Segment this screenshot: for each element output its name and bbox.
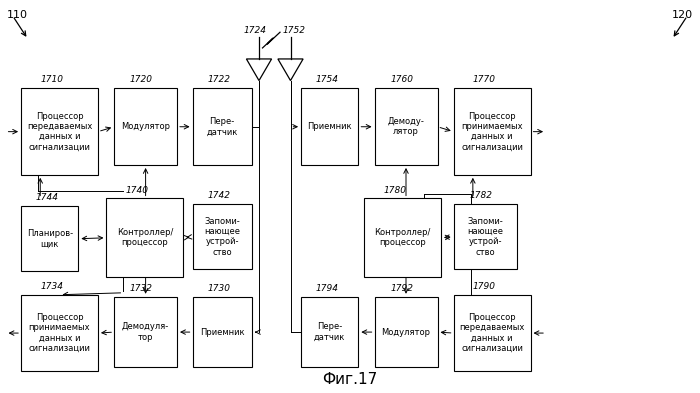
Text: Приемник: Приемник	[200, 328, 244, 336]
Text: 120: 120	[672, 10, 693, 20]
Text: Контроллер/
процессор: Контроллер/ процессор	[374, 228, 430, 248]
Text: Процессор
принимаемых
данных и
сигнализации: Процессор принимаемых данных и сигнализа…	[461, 112, 523, 152]
Bar	[114, 297, 177, 367]
Text: Процессор
передаваемых
данных и
сигнализации: Процессор передаваемых данных и сигнализ…	[459, 313, 525, 353]
Text: 1794: 1794	[315, 284, 338, 293]
Bar	[301, 297, 358, 367]
Text: 110: 110	[7, 10, 28, 20]
Text: 1720: 1720	[130, 75, 153, 84]
Bar	[193, 88, 252, 165]
Text: 1770: 1770	[473, 75, 496, 84]
Bar	[454, 295, 531, 371]
Bar	[21, 88, 98, 175]
Bar	[454, 204, 517, 269]
Text: 1722: 1722	[207, 75, 230, 84]
Bar	[301, 88, 358, 165]
Bar	[374, 88, 438, 165]
Bar	[364, 198, 441, 277]
Text: Пере-
датчик: Пере- датчик	[314, 322, 345, 342]
Bar	[374, 297, 438, 367]
Bar	[106, 198, 183, 277]
Text: 1744: 1744	[35, 193, 58, 202]
Text: 1780: 1780	[384, 185, 406, 195]
Bar	[21, 295, 98, 371]
Text: 1740: 1740	[126, 185, 148, 195]
Text: 1710: 1710	[41, 75, 63, 84]
Bar	[193, 297, 252, 367]
Text: Процессор
принимаемых
данных и
сигнализации: Процессор принимаемых данных и сигнализа…	[29, 313, 90, 353]
Text: Планиров-
щик: Планиров- щик	[27, 229, 73, 248]
Text: 1734: 1734	[41, 282, 63, 291]
Text: Демоду-
лятор: Демоду- лятор	[388, 117, 424, 136]
Text: 1790: 1790	[473, 282, 496, 291]
Bar	[454, 88, 531, 175]
Bar	[21, 206, 78, 271]
Text: 1782: 1782	[469, 191, 492, 200]
Text: Модулятор: Модулятор	[382, 328, 430, 336]
Bar	[114, 88, 177, 165]
Text: 1742: 1742	[207, 191, 230, 200]
Text: Контроллер/
процессор: Контроллер/ процессор	[117, 228, 173, 248]
Text: 1730: 1730	[207, 284, 230, 293]
Text: 1724: 1724	[244, 26, 267, 35]
Text: 1754: 1754	[315, 75, 338, 84]
Text: Запоми-
нающее
устрой-
ство: Запоми- нающее устрой- ство	[204, 217, 240, 257]
Bar	[193, 204, 252, 269]
Text: Демодуля-
тор: Демодуля- тор	[122, 322, 169, 342]
Text: 1792: 1792	[391, 284, 413, 293]
Text: Фиг.17: Фиг.17	[323, 372, 377, 387]
Text: Процессор
передаваемых
данных и
сигнализации: Процессор передаваемых данных и сигнализ…	[27, 112, 92, 152]
Text: 1760: 1760	[391, 75, 413, 84]
Text: 1752: 1752	[283, 26, 305, 35]
Text: 1732: 1732	[130, 284, 153, 293]
Text: Приемник: Приемник	[307, 122, 352, 131]
Text: Пере-
датчик: Пере- датчик	[206, 117, 238, 136]
Text: Запоми-
нающее
устрой-
ство: Запоми- нающее устрой- ство	[467, 217, 503, 257]
Text: Модулятор: Модулятор	[121, 122, 170, 131]
